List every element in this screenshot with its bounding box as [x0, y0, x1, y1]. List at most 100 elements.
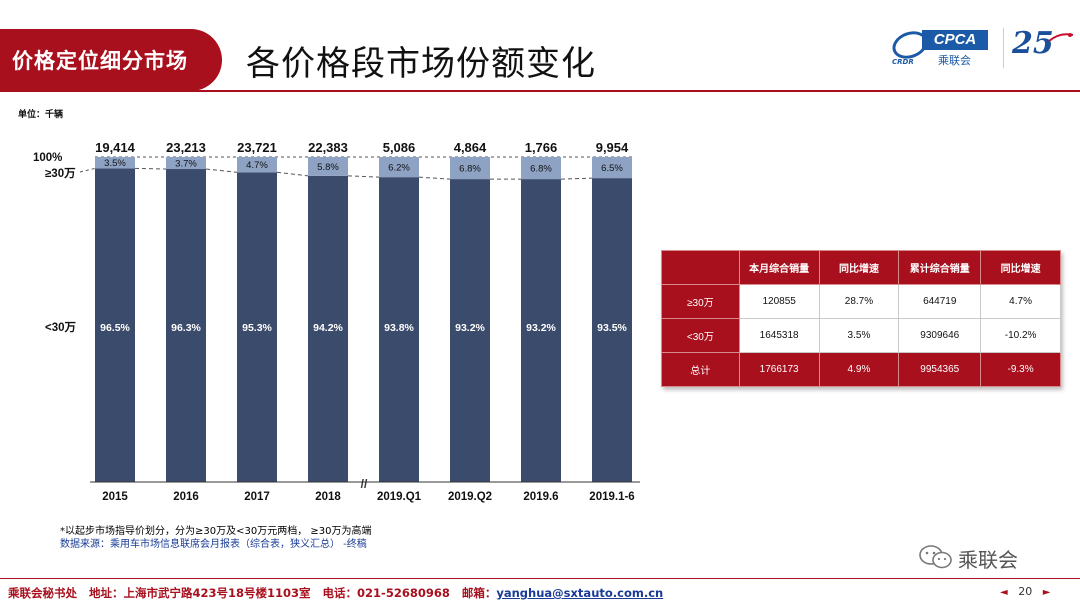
header-divider [0, 90, 1080, 92]
table-header-cell: 同比增速 [980, 250, 1061, 285]
footer-divider [0, 578, 1080, 579]
table-cell: 4.9% [818, 352, 900, 387]
bar-over-30w [237, 157, 277, 173]
table-row-label: <30万 [661, 318, 740, 353]
label-connector [79, 167, 96, 173]
x-tick-label: 2019.1-6 [589, 491, 634, 503]
series-label-under-30w: <30万 [45, 321, 77, 334]
table-cell: 3.5% [818, 318, 900, 353]
bar-under-30w [592, 178, 632, 482]
x-tick-label: 2018 [315, 491, 341, 503]
footer-contact: 乘联会秘书处 地址：上海市武宁路423号18号楼1103室 电话：021-526… [8, 585, 663, 601]
cpca-logo-cn: 乘联会 [938, 54, 971, 67]
table-header-cell: 本月综合销量 [738, 250, 820, 285]
table-cell: 120855 [738, 284, 820, 319]
prev-page-icon[interactable]: ◄ [1000, 587, 1008, 598]
anniversary-logo: 25 [1010, 26, 1076, 70]
page-number: 20 [1018, 585, 1033, 598]
boundary-connector [276, 171, 309, 177]
over-30w-label: 6.8% [459, 164, 481, 175]
table-cell: 644719 [898, 284, 982, 319]
unit-label: 单位：千辆 [18, 110, 64, 120]
table-cell: -10.2% [980, 318, 1061, 353]
table-cell: 1645318 [738, 318, 820, 353]
x-tick-label: 2016 [173, 491, 199, 503]
under-30w-label: 96.5% [100, 322, 130, 334]
under-30w-label: 95.3% [242, 322, 272, 334]
footer-org: 乘联会秘书处 [8, 586, 77, 600]
table-header-cell: 累计综合销量 [898, 250, 982, 285]
under-30w-label: 94.2% [313, 322, 343, 334]
over-30w-label: 5.8% [317, 162, 339, 173]
anniversary-number: 25 [1012, 26, 1054, 61]
axis-break-mark: // [361, 477, 368, 491]
bar-under-30w [308, 175, 348, 482]
section-tab: 价格定位细分市场 [0, 29, 222, 91]
footnote-definition: *以起步市场指导价划分，分为≥30万及<30万元两档， ≥30万为高端 [60, 526, 372, 537]
footer-email-label: 邮箱： [461, 586, 497, 600]
under-30w-label: 96.3% [171, 322, 201, 334]
total-label: 9,954 [596, 140, 629, 155]
under-30w-label: 93.5% [597, 322, 627, 334]
bar-over-30w [308, 157, 348, 176]
table-cell: 9309646 [898, 318, 982, 353]
under-30w-label: 93.2% [455, 322, 485, 334]
boundary-connector [134, 167, 167, 170]
bar-over-30w [379, 157, 419, 178]
under-30w-label: 93.8% [384, 322, 414, 334]
cpca-logo: CPCA 乘联会 CRDR [888, 26, 998, 68]
table-header-cell [661, 250, 740, 285]
table-row: ≥30万 120855 28.7% 644719 4.7% [661, 284, 1061, 319]
x-tick-label: 2019.6 [523, 491, 558, 503]
series-label-over-30w: ≥30万 [45, 167, 76, 180]
table-row-label: ≥30万 [661, 284, 740, 319]
total-label: 5,086 [383, 140, 416, 155]
bar-over-30w [592, 157, 632, 179]
x-tick-label: 2019.Q2 [448, 491, 492, 503]
table-cell: -9.3% [980, 352, 1061, 387]
bar-over-30w [95, 157, 135, 169]
footer-email-link[interactable]: yanghua@sxtauto.com.cn [496, 586, 664, 600]
cpca-logo-small: CRDR [892, 58, 914, 66]
bar-over-30w [450, 157, 490, 180]
over-30w-label: 6.8% [530, 164, 552, 175]
over-30w-label: 3.5% [104, 158, 126, 169]
table-header-row: 本月综合销量 同比增速 累计综合销量 同比增速 [661, 250, 1061, 285]
next-page-icon[interactable]: ► [1042, 587, 1051, 598]
bar-under-30w [237, 172, 277, 482]
total-label: 4,864 [454, 140, 487, 155]
bar-under-30w [95, 168, 135, 482]
bar-under-30w [379, 177, 419, 482]
logo-divider [1003, 28, 1004, 68]
total-label: 23,721 [237, 140, 277, 155]
anniversary-swoosh-icon [1048, 33, 1074, 42]
wechat-watermark: 乘联会 [918, 540, 1058, 576]
table-row: <30万 1645318 3.5% 9309646 -10.2% [661, 318, 1061, 353]
bar-under-30w [166, 169, 206, 482]
under-30w-label: 93.2% [526, 322, 556, 334]
hundred-percent-label: 100% [33, 152, 62, 164]
table-cell: 4.7% [980, 284, 1061, 319]
footnote-source: 数据来源：乘用车市场信息联席会月报表（综合表，狭义汇总） -终稿 [60, 539, 367, 550]
boundary-connector [418, 176, 451, 180]
table-cell: 1766173 [738, 352, 820, 387]
footer-phone: 电话：021-52680968 [322, 586, 450, 600]
boundary-connector [560, 177, 593, 180]
x-tick-label: 2015 [102, 491, 128, 503]
over-30w-label: 4.7% [246, 160, 268, 171]
over-30w-label: 6.5% [601, 163, 623, 174]
bar-under-30w [521, 179, 561, 482]
table-total-row: 总计 1766173 4.9% 9954365 -9.3% [661, 352, 1061, 387]
bar-over-30w [166, 157, 206, 170]
wechat-icon [919, 545, 952, 569]
wechat-account-name: 乘联会 [958, 548, 1018, 572]
footer-address: 地址：上海市武宁路423号18号楼1103室 [89, 586, 311, 600]
x-tick-label: 2019.Q1 [377, 491, 422, 503]
bar-over-30w [521, 157, 561, 180]
page-navigator: ◄ 20 ► [1000, 585, 1050, 598]
total-label: 19,414 [95, 140, 136, 155]
boundary-connector [347, 175, 380, 178]
x-tick-label: 2017 [244, 491, 270, 503]
over-30w-label: 3.7% [175, 159, 197, 170]
